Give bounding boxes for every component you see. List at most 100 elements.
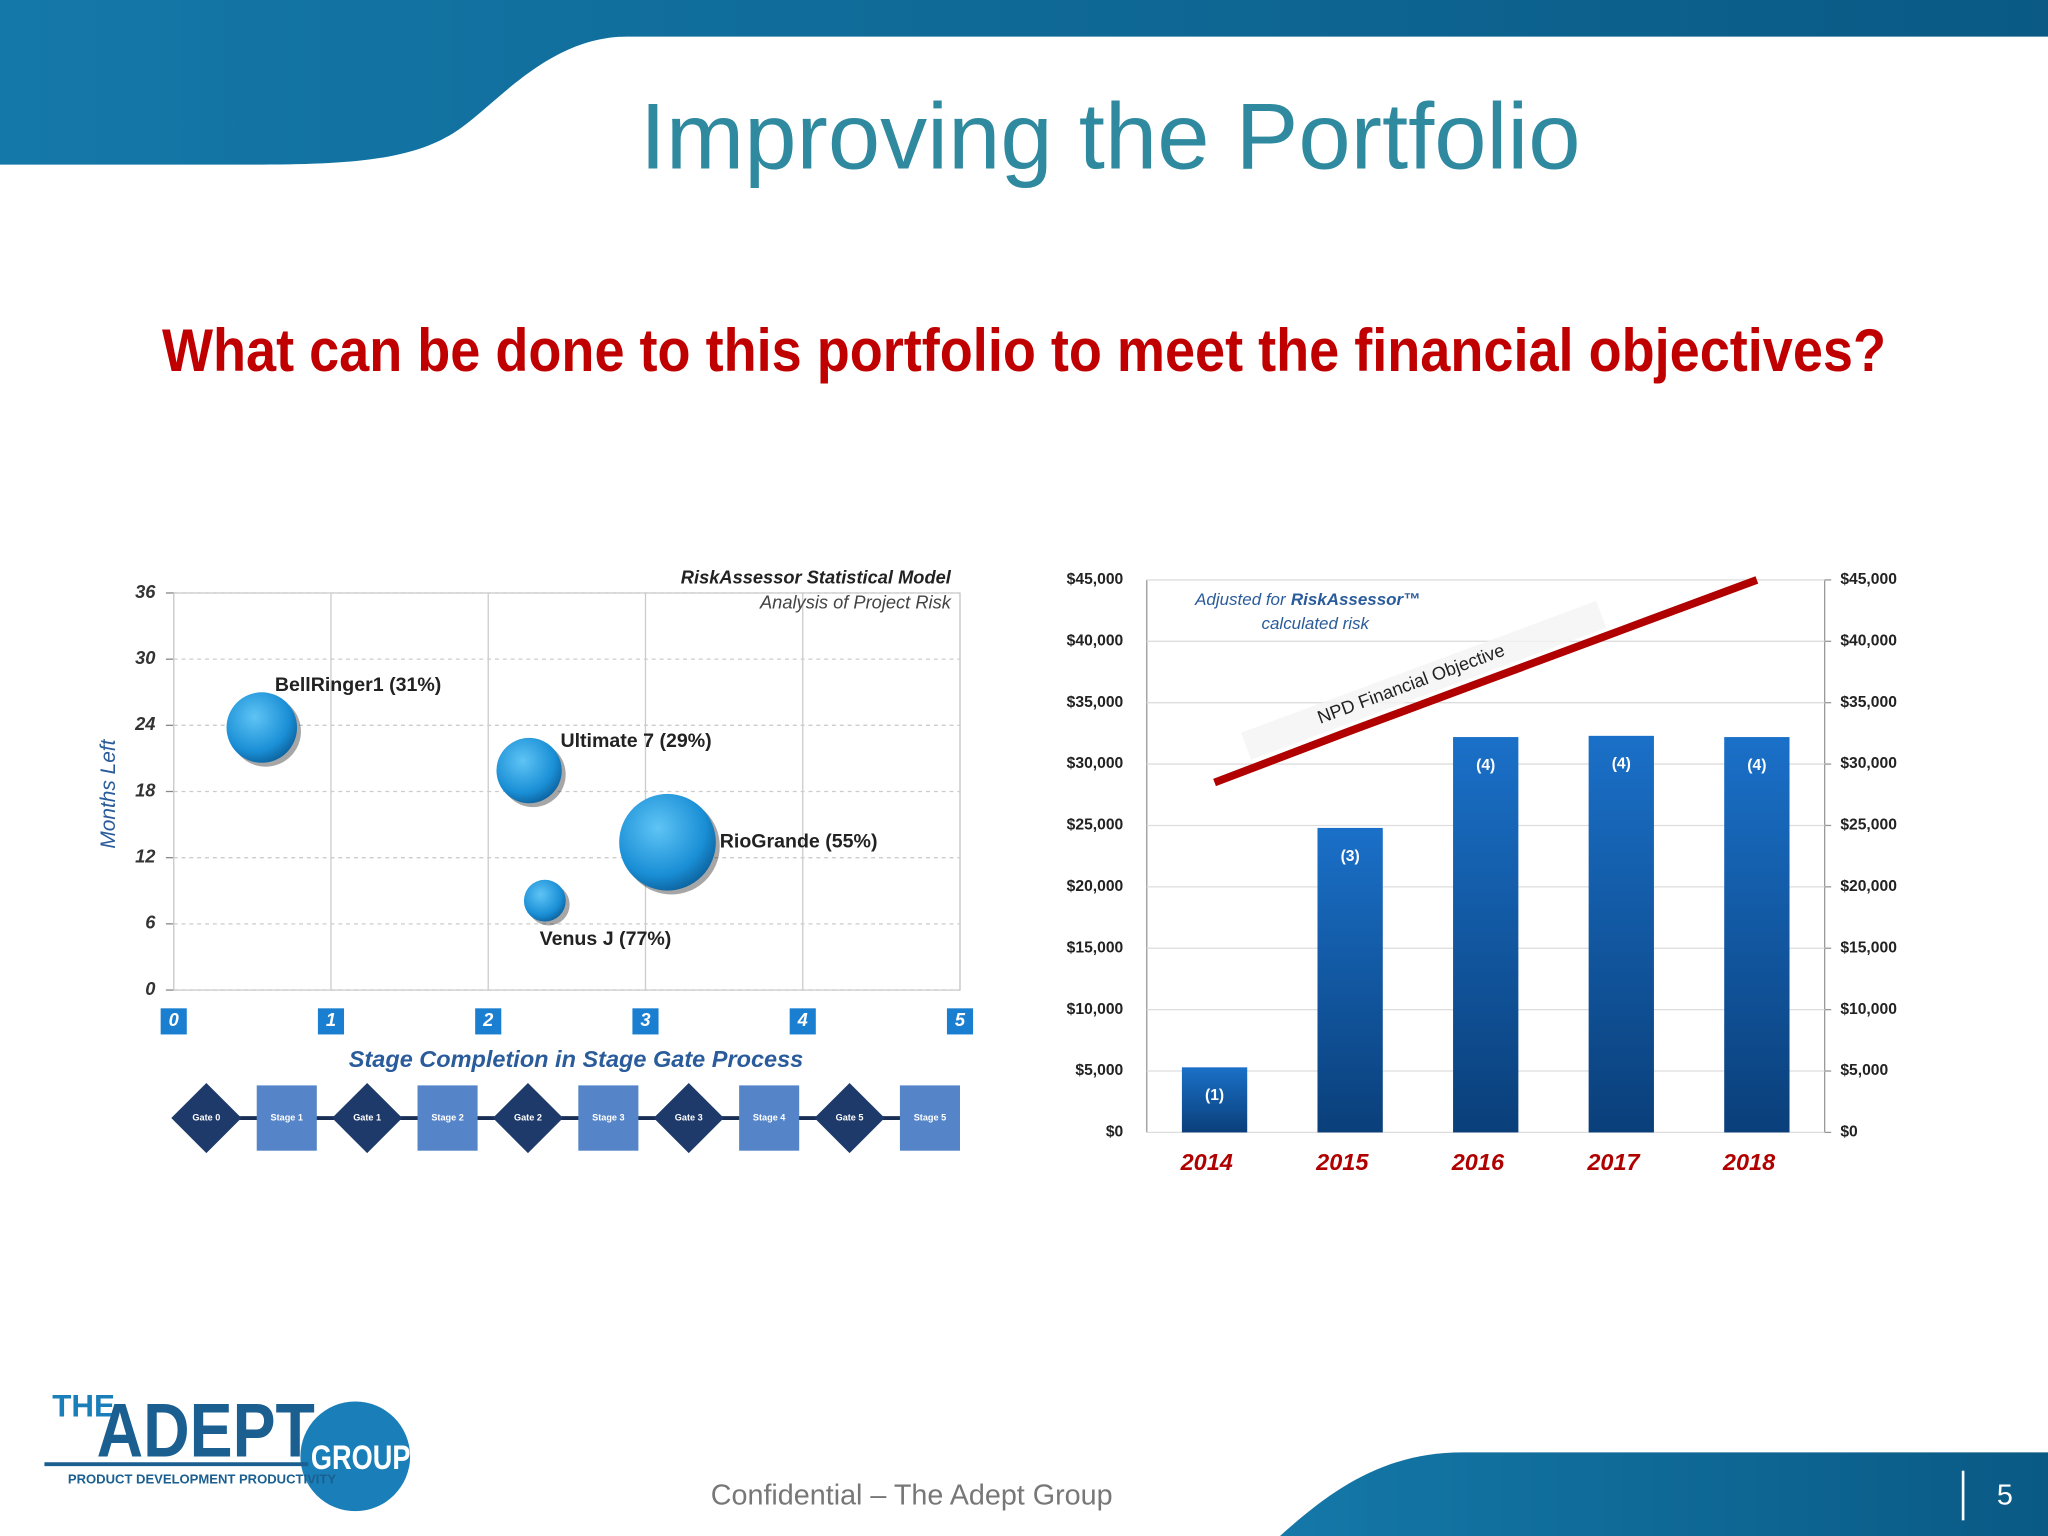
y2-tick-label: $45,000 — [1840, 571, 1897, 588]
objective-label-bg — [1241, 600, 1607, 760]
stage-gate-label: Stage 3 — [592, 1112, 624, 1122]
stage-gate-label: Gate 3 — [675, 1112, 703, 1122]
stage-gate-label: Gate 1 — [353, 1112, 381, 1122]
note-prefix: Adjusted for — [1194, 590, 1287, 609]
stage — [417, 1085, 478, 1151]
x-tick-label: 2016 — [1451, 1149, 1505, 1175]
y2-tick-label: $35,000 — [1840, 694, 1897, 711]
bar — [1453, 737, 1519, 1133]
stage-gate-label: Stage 4 — [753, 1112, 786, 1122]
bar — [1588, 735, 1654, 1133]
bar — [1317, 827, 1383, 1133]
logo-tagline: PRODUCT DEVELOPMENT PRODUCTIVITY — [68, 1471, 336, 1486]
y-tick-label: $15,000 — [1067, 939, 1124, 956]
page-number: 5 — [1997, 1479, 2013, 1511]
stage — [739, 1085, 800, 1151]
y-tick-label: $0 — [1106, 1124, 1124, 1141]
stage-gate-label: Gate 0 — [192, 1112, 220, 1122]
chart-title: RiskAssessor Statistical Model — [681, 566, 952, 587]
bubble-label: RioGrande (55%) — [720, 830, 878, 852]
gate — [653, 1082, 724, 1154]
logo-circle — [300, 1401, 411, 1512]
bar-count-label: (3) — [1341, 848, 1360, 865]
x-tick — [475, 1008, 502, 1035]
bubble-label: Venus J (77%) — [540, 928, 672, 950]
x-tick — [160, 1008, 187, 1035]
bar — [1724, 737, 1790, 1133]
y2-tick-label: $10,000 — [1840, 1001, 1897, 1018]
bubble — [496, 737, 562, 804]
bubble — [619, 793, 716, 891]
stage-gate-label: Gate 5 — [836, 1112, 864, 1122]
stage-gate-label: Gate 2 — [514, 1112, 542, 1122]
y-tick-label: $20,000 — [1067, 878, 1124, 895]
slide-title: Improving the Portfolio — [640, 84, 1581, 189]
y-tick-label: $40,000 — [1067, 632, 1124, 649]
y-tick-label: 6 — [145, 912, 156, 933]
footer-text: Confidential – The Adept Group — [711, 1479, 1113, 1511]
footer-band — [1280, 1452, 2048, 1536]
note-brand: RiskAssessor™ — [1291, 590, 1420, 609]
y2-tick-label: $20,000 — [1840, 878, 1897, 895]
bar-count-label: (4) — [1612, 756, 1631, 773]
y-tick-label: 0 — [145, 978, 155, 999]
bubble-label: BellRinger1 (31%) — [275, 674, 441, 696]
logo-group: GROUP — [311, 1438, 411, 1477]
objective-line — [1213, 576, 1759, 787]
bar — [1181, 1067, 1248, 1133]
header-band — [0, 0, 2048, 165]
bubble — [226, 692, 298, 763]
note-suffix: calculated risk — [1262, 614, 1371, 633]
stage-gate-label: Stage 2 — [431, 1112, 463, 1122]
x-tick — [317, 1008, 345, 1035]
x-tick-label: 2014 — [1180, 1149, 1233, 1175]
x-tick-label: 5 — [955, 1009, 966, 1030]
y-tick-label: $35,000 — [1067, 694, 1124, 711]
y-axis-label: Months Left — [97, 738, 120, 848]
x-tick — [946, 1008, 974, 1035]
bubble-label: Ultimate 7 (29%) — [560, 730, 711, 752]
stage-gate-label: Stage 1 — [271, 1112, 303, 1122]
y-tick-label: 36 — [135, 581, 156, 602]
stage — [578, 1085, 639, 1151]
x-tick-label: 2017 — [1586, 1149, 1640, 1175]
logo-the: THE — [52, 1388, 115, 1423]
x-tick — [632, 1008, 659, 1035]
y-tick-label: $5,000 — [1075, 1062, 1123, 1079]
y2-tick-label: $30,000 — [1840, 755, 1897, 772]
y-tick-label: $45,000 — [1067, 571, 1124, 588]
y-tick-label: $10,000 — [1067, 1001, 1124, 1018]
y-tick-label: $25,000 — [1067, 817, 1124, 834]
y-tick-label: 30 — [135, 647, 155, 668]
chart-subtitle: Analysis of Project Risk — [759, 591, 952, 612]
y2-tick-label: $25,000 — [1840, 817, 1897, 834]
note: Adjusted for RiskAssessor™ — [1194, 590, 1420, 609]
y2-tick-label: $40,000 — [1840, 632, 1897, 649]
y2-tick-label: $0 — [1840, 1124, 1858, 1141]
logo: THE ADEPT GROUP PRODUCT DEVELOPMENT PROD… — [44, 1388, 411, 1512]
x-axis-label: Stage Completion in Stage Gate Process — [349, 1046, 803, 1072]
y-tick-label: 24 — [134, 713, 155, 734]
stage — [899, 1085, 960, 1151]
y-tick-label: 12 — [135, 846, 155, 867]
x-tick-label: 4 — [797, 1009, 808, 1030]
bubble — [523, 879, 566, 922]
y-tick-label: $30,000 — [1067, 755, 1124, 772]
stage — [256, 1085, 317, 1151]
bar-count-label: (4) — [1476, 757, 1495, 774]
x-tick-label: 1 — [326, 1009, 336, 1030]
x-tick-label: 2015 — [1315, 1149, 1369, 1175]
x-tick-label: 2 — [482, 1009, 493, 1030]
y2-tick-label: $15,000 — [1840, 939, 1897, 956]
x-tick-label: 2018 — [1722, 1149, 1776, 1175]
y-tick-label: 18 — [135, 779, 156, 800]
stage-gate-label: Stage 5 — [914, 1112, 946, 1122]
bar-count-label: (1) — [1205, 1087, 1224, 1104]
x-tick-label: 3 — [640, 1009, 650, 1030]
x-tick — [789, 1008, 816, 1035]
question: What can be done to this portfolio to me… — [162, 318, 1886, 385]
y2-tick-label: $5,000 — [1840, 1062, 1888, 1079]
bar-count-label: (4) — [1747, 757, 1766, 774]
